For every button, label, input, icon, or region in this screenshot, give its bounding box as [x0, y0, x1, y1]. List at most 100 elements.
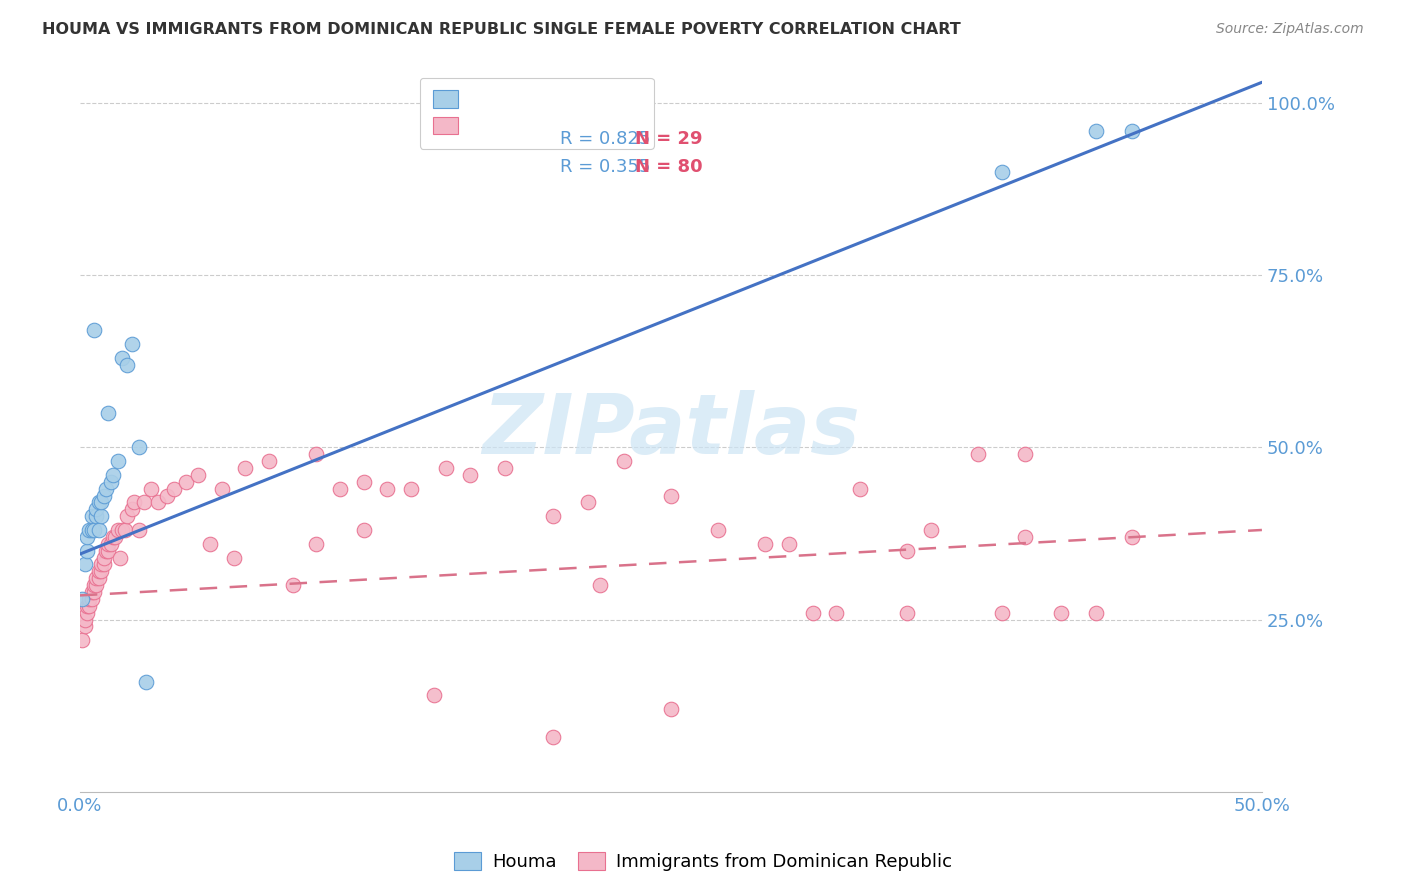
- Point: [93, 489, 115, 503]
- Point: [100, 475, 122, 489]
- Text: R = 0.355: R = 0.355: [560, 158, 651, 177]
- Point: [541, 730, 564, 744]
- Point: [83, 578, 105, 592]
- Point: [76, 543, 98, 558]
- Point: [1121, 530, 1143, 544]
- Point: [90, 564, 112, 578]
- Text: R = 0.825: R = 0.825: [560, 130, 651, 148]
- Point: [235, 461, 257, 475]
- Point: [659, 702, 682, 716]
- Point: [76, 530, 98, 544]
- Point: [86, 578, 108, 592]
- Point: [174, 475, 197, 489]
- Point: [198, 537, 221, 551]
- Point: [83, 323, 105, 337]
- Point: [122, 495, 145, 509]
- Point: [111, 351, 134, 365]
- Point: [94, 482, 117, 496]
- Point: [1085, 606, 1108, 620]
- Point: [423, 688, 446, 702]
- Point: [849, 482, 872, 496]
- Point: [778, 537, 800, 551]
- Point: [222, 550, 245, 565]
- Point: [80, 585, 103, 599]
- Point: [825, 606, 848, 620]
- Point: [79, 591, 101, 606]
- Point: [353, 475, 375, 489]
- Point: [211, 482, 233, 496]
- Point: [128, 440, 150, 454]
- Point: [73, 613, 96, 627]
- Text: Source: ZipAtlas.com: Source: ZipAtlas.com: [1216, 22, 1364, 37]
- Point: [76, 599, 98, 613]
- Point: [121, 337, 143, 351]
- Point: [83, 585, 105, 599]
- Point: [73, 619, 96, 633]
- Point: [86, 509, 108, 524]
- Text: N = 80: N = 80: [636, 158, 703, 177]
- Legend:                               ,                               : ,: [420, 78, 654, 149]
- Point: [494, 461, 516, 475]
- Point: [589, 578, 612, 592]
- Point: [128, 523, 150, 537]
- Point: [146, 495, 169, 509]
- Point: [967, 447, 990, 461]
- Point: [80, 523, 103, 537]
- Point: [87, 523, 110, 537]
- Point: [707, 523, 730, 537]
- Point: [135, 674, 157, 689]
- Point: [86, 502, 108, 516]
- Point: [90, 558, 112, 572]
- Point: [108, 550, 131, 565]
- Text: N = 29: N = 29: [636, 130, 703, 148]
- Point: [659, 489, 682, 503]
- Point: [156, 489, 179, 503]
- Point: [576, 495, 599, 509]
- Point: [76, 606, 98, 620]
- Point: [86, 571, 108, 585]
- Point: [132, 495, 155, 509]
- Point: [1014, 447, 1036, 461]
- Point: [80, 509, 103, 524]
- Point: [115, 358, 138, 372]
- Point: [1085, 123, 1108, 137]
- Point: [458, 467, 481, 482]
- Point: [399, 482, 422, 496]
- Point: [121, 502, 143, 516]
- Point: [97, 406, 120, 420]
- Point: [375, 482, 398, 496]
- Point: [991, 165, 1014, 179]
- Text: HOUMA VS IMMIGRANTS FROM DOMINICAN REPUBLIC SINGLE FEMALE POVERTY CORRELATION CH: HOUMA VS IMMIGRANTS FROM DOMINICAN REPUB…: [42, 22, 960, 37]
- Point: [163, 482, 186, 496]
- Legend: Houma, Immigrants from Dominican Republic: Houma, Immigrants from Dominican Republi…: [447, 846, 959, 879]
- Point: [90, 509, 112, 524]
- Point: [434, 461, 457, 475]
- Point: [107, 454, 129, 468]
- Point: [1014, 530, 1036, 544]
- Point: [613, 454, 636, 468]
- Point: [896, 606, 918, 620]
- Point: [79, 523, 101, 537]
- Point: [83, 523, 105, 537]
- Point: [541, 509, 564, 524]
- Point: [79, 599, 101, 613]
- Point: [114, 523, 136, 537]
- Point: [111, 523, 134, 537]
- Point: [73, 558, 96, 572]
- Text: ZIPatlas: ZIPatlas: [482, 390, 860, 471]
- Point: [353, 523, 375, 537]
- Point: [100, 537, 122, 551]
- Point: [115, 509, 138, 524]
- Point: [87, 495, 110, 509]
- Point: [187, 467, 209, 482]
- Point: [754, 537, 776, 551]
- Point: [896, 543, 918, 558]
- Point: [80, 591, 103, 606]
- Point: [101, 530, 124, 544]
- Point: [101, 467, 124, 482]
- Point: [920, 523, 942, 537]
- Point: [1121, 123, 1143, 137]
- Point: [93, 558, 115, 572]
- Point: [801, 606, 824, 620]
- Point: [281, 578, 304, 592]
